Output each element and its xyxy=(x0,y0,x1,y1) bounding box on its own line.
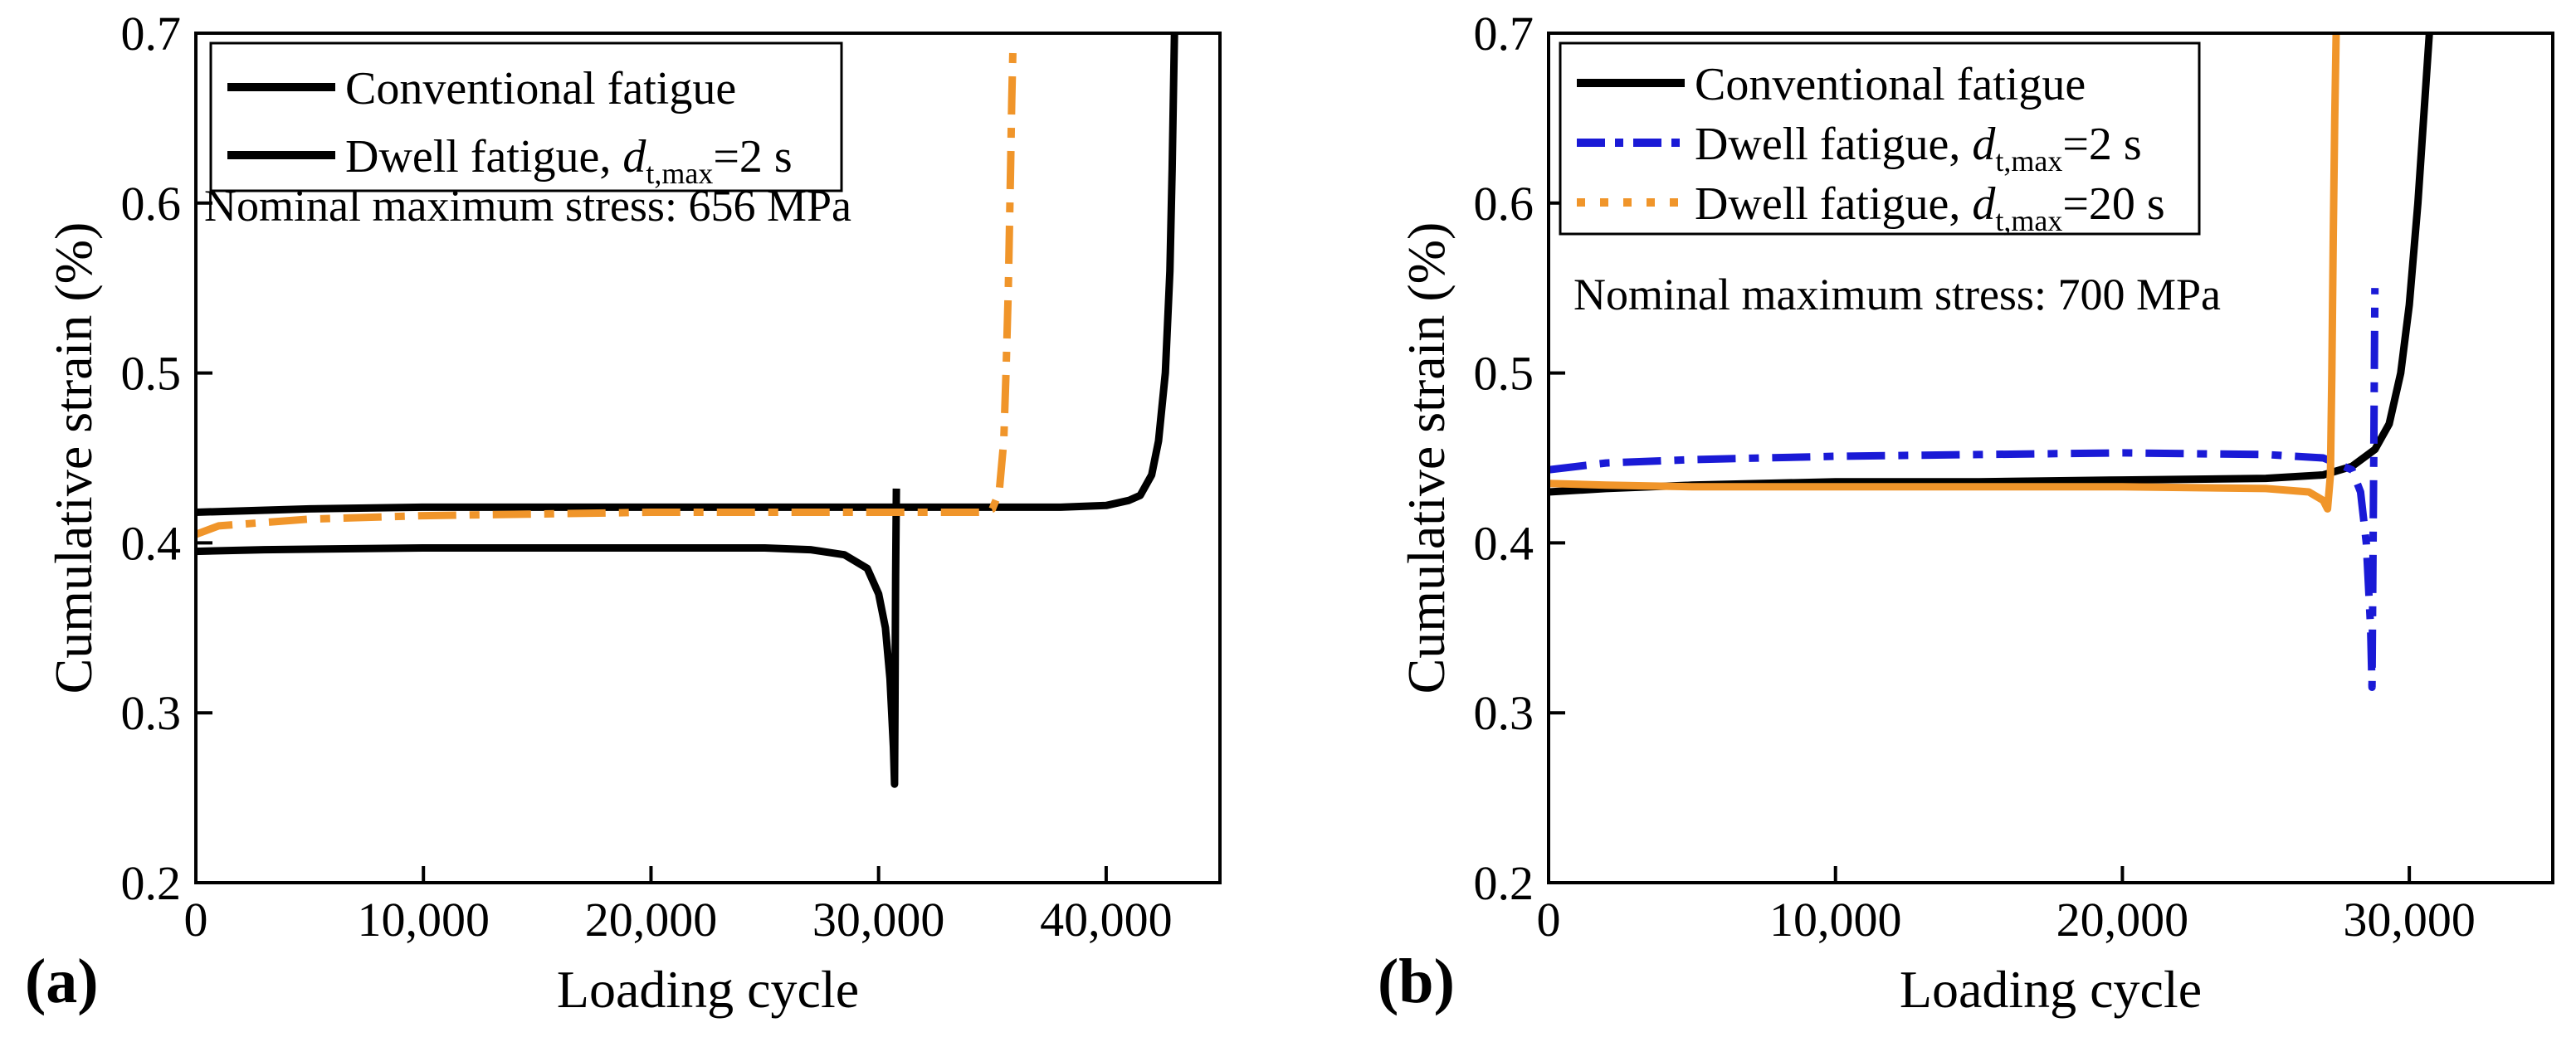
y-tick-label: 0.7 xyxy=(1474,7,1534,61)
legend-box xyxy=(1559,41,2201,236)
y-tick-label: 0.4 xyxy=(1474,516,1534,570)
y-tick-label: 0.7 xyxy=(121,7,182,61)
legend-text: Dwell fatigue, xyxy=(1695,178,1972,230)
legend-text: Dwell fatigue, xyxy=(345,131,622,183)
legend: Conventional fatigue Dwell fatigue, dt,ma… xyxy=(209,41,843,192)
x-axis-label: Loading cycle xyxy=(557,960,859,1019)
y-tick-label: 0.3 xyxy=(121,686,182,740)
y-tick-label: 0.6 xyxy=(1474,177,1534,231)
legend-subscript: t,max xyxy=(1995,144,2062,178)
legend-text: Dwell fatigue, xyxy=(1695,119,1972,170)
series-line-1 xyxy=(196,33,1178,516)
x-tick-label: 0 xyxy=(1537,893,1561,947)
series-line-2 xyxy=(1549,288,2379,691)
series-line-3 xyxy=(1549,33,2340,513)
chart-panel-b: 0 10,000 20,000 30,000 0.2 0.3 0.4 0.5 0.6 0.7 Loa… xyxy=(1378,7,2554,1019)
plot-frame xyxy=(1547,32,2554,884)
legend-subscript: t,max xyxy=(1995,204,2062,237)
x-tick-label: 30,000 xyxy=(812,893,945,947)
y-tick-label: 0.2 xyxy=(1474,856,1534,910)
legend-suffix: =2 s xyxy=(2062,119,2141,170)
y-tick-label: 0.3 xyxy=(1474,686,1534,740)
x-tick-label: 20,000 xyxy=(2056,893,2189,947)
x-tick-label: 10,000 xyxy=(1769,893,1902,947)
x-tick-label: 40,000 xyxy=(1040,893,1173,947)
legend-suffix: =20 s xyxy=(2062,178,2164,230)
legend-entry-label: Dwell fatigue, dt,max=20 s xyxy=(1695,178,2165,237)
y-tick-label: 0.5 xyxy=(1474,347,1534,401)
x-axis-label: Loading cycle xyxy=(1900,960,2202,1019)
panel-label: (a) xyxy=(25,947,99,1016)
x-tick-label: 20,000 xyxy=(585,893,718,947)
series-line-2 xyxy=(196,488,900,788)
x-tick-label: 10,000 xyxy=(357,893,490,947)
legend-entry-label: Dwell fatigue, dt,max=2 s xyxy=(1695,119,2142,178)
stress-annotation: Nominal maximum stress: 656 MPa xyxy=(204,181,851,231)
x-tick-label: 0 xyxy=(184,893,208,947)
legend-symbol: d xyxy=(1972,178,1996,230)
stress-annotation: Nominal maximum stress: 700 MPa xyxy=(1573,270,2221,319)
legend-entry-label: Dwell fatigue, dt,max=2 s xyxy=(345,131,793,190)
panel-label: (b) xyxy=(1378,947,1455,1016)
legend-subscript: t,max xyxy=(646,157,713,190)
plot-frame xyxy=(194,32,1222,884)
y-tick-label: 0.6 xyxy=(121,177,182,231)
y-tick-label: 0.2 xyxy=(121,856,182,910)
x-tick-label: 30,000 xyxy=(2343,893,2476,947)
y-axis-label: Cumulative strain (%) xyxy=(1397,222,1456,694)
legend-suffix: =2 s xyxy=(713,131,792,183)
legend-symbol: d xyxy=(622,131,646,183)
y-tick-label: 0.5 xyxy=(121,347,182,401)
y-tick-label: 0.4 xyxy=(121,516,182,570)
legend-symbol: d xyxy=(1972,119,1996,170)
legend-entry-label: Conventional fatigue xyxy=(1695,59,2086,110)
legend-entry-label: Conventional fatigue xyxy=(345,63,736,114)
series-line-3 xyxy=(196,50,1017,538)
y-axis-label: Cumulative strain (%) xyxy=(44,222,103,694)
legend-box xyxy=(209,41,843,192)
chart-panel-a: 0 10,000 20,000 30,000 40,000 0.2 0.3 0.4 0.5 0.6… xyxy=(25,7,1222,1019)
